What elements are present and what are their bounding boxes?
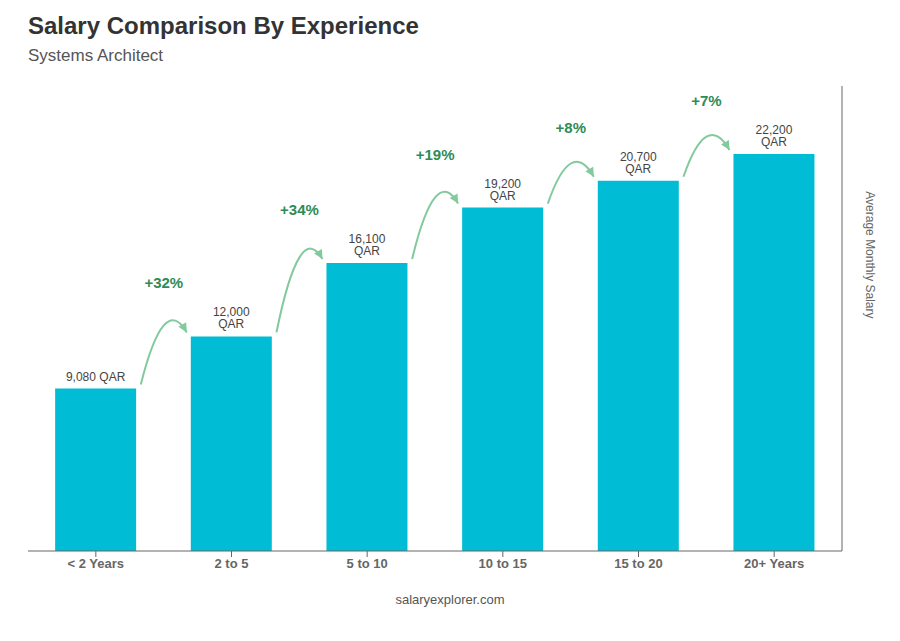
svg-text:19,200QAR: 19,200QAR [484, 177, 521, 203]
svg-text:+19%: +19% [416, 146, 455, 163]
svg-text:15 to 20: 15 to 20 [614, 556, 662, 571]
html-text:Systems Architect: Systems Architect [28, 46, 164, 65]
svg-text:+34%: +34% [280, 201, 319, 218]
svg-text:10 to 15: 10 to 15 [479, 556, 527, 571]
svg-text:12,000QAR: 12,000QAR [213, 305, 250, 331]
svg-text:+7%: +7% [691, 92, 721, 109]
svg-text:Average Monthly Salary: Average Monthly Salary [863, 191, 877, 318]
html-text:Salary Comparison By Experienc: Salary Comparison By Experience [28, 12, 419, 39]
html-text:salaryexplorer.com: salaryexplorer.com [395, 592, 505, 607]
svg-text:5 to 10: 5 to 10 [347, 556, 388, 571]
svg-text:2 to 5: 2 to 5 [215, 556, 249, 571]
svg-text:+32%: +32% [144, 274, 183, 291]
svg-text:22,200QAR: 22,200QAR [756, 123, 793, 149]
svg-text:9,080 QAR: 9,080 QAR [66, 370, 126, 384]
svg-text:20,700QAR: 20,700QAR [620, 150, 657, 176]
svg-text:< 2 Years: < 2 Years [68, 556, 125, 571]
svg-text:20+ Years: 20+ Years [744, 556, 804, 571]
svg-text:16,100QAR: 16,100QAR [349, 232, 386, 258]
svg-text:+8%: +8% [556, 119, 586, 136]
